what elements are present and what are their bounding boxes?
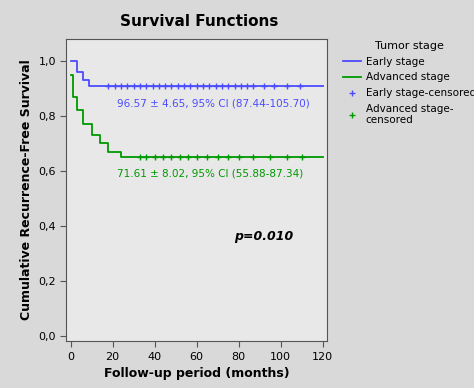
Y-axis label: Cumulative Recurrence-Free Survival: Cumulative Recurrence-Free Survival — [20, 60, 33, 320]
Text: p=0.010: p=0.010 — [235, 230, 294, 242]
X-axis label: Follow-up period (months): Follow-up period (months) — [104, 367, 290, 380]
Text: Survival Functions: Survival Functions — [120, 14, 278, 29]
Text: 96.57 ± 4.65, 95% CI (87.44-105.70): 96.57 ± 4.65, 95% CI (87.44-105.70) — [117, 99, 310, 109]
Legend: Early stage, Advanced stage, Early stage-censored, Advanced stage-
censored: Early stage, Advanced stage, Early stage… — [343, 41, 474, 125]
Text: 71.61 ± 8.02, 95% CI (55.88-87.34): 71.61 ± 8.02, 95% CI (55.88-87.34) — [117, 169, 303, 178]
